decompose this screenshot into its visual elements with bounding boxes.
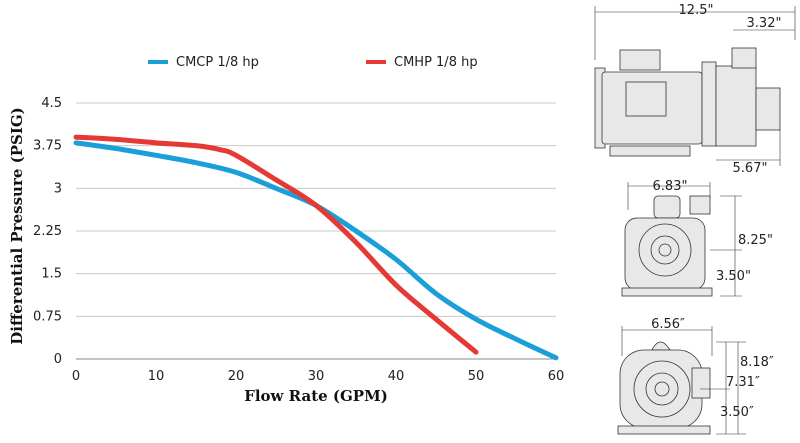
legend-label-cmcp: CMCP 1/8 hp (176, 55, 259, 70)
y-tick-label: 4.5 (41, 96, 62, 111)
x-axis-title: Flow Rate (GPM) (244, 387, 388, 405)
x-tick-label: 60 (548, 369, 565, 384)
series-line-cmcp (73, 140, 559, 361)
x-tick-label: 30 (308, 369, 325, 384)
dim-alt-base: 3.50″ (720, 405, 754, 420)
x-tick-label: 0 (72, 369, 80, 384)
dim-front-height: 8.25" (738, 233, 773, 248)
dim-front-base: 3.50" (716, 269, 751, 284)
y-tick-label: 3.75 (33, 139, 62, 154)
pump-front-view: 6.83" 8.25" 3.50" (621, 179, 773, 297)
x-tick-labels: 0 10 20 30 40 50 60 (72, 369, 564, 384)
y-tick-label: 2.25 (33, 224, 62, 239)
dim-side-port: 3.32" (747, 16, 782, 31)
x-tick-label: 50 (468, 369, 485, 384)
pump-alt-front-view: 6.56″ 8.18″ 7.31″ 3.50″ (617, 317, 774, 435)
y-axis-title: Differential Pressure (PSIG) (8, 107, 26, 345)
dim-side-height: 5.67" (733, 161, 768, 176)
gridlines (76, 102, 556, 360)
y-tick-label: 1.5 (41, 267, 62, 282)
y-tick-labels: 0 0.75 1.5 2.25 3 3.75 4.5 (33, 96, 62, 367)
x-tick-label: 40 (388, 369, 405, 384)
dim-front-width: 6.83" (653, 179, 688, 194)
x-tick-label: 10 (148, 369, 165, 384)
dim-alt-mid: 7.31″ (726, 375, 760, 390)
y-tick-label: 0 (54, 352, 62, 367)
series-lines (73, 134, 559, 361)
pump-side-view: 12.5" 3.32" 5.67" (594, 3, 796, 176)
performance-curve-chart: 0 0.75 1.5 2.25 3 3.75 4.5 0 10 20 30 40 50 60 CMCP … (8, 55, 564, 405)
dim-alt-height: 8.18″ (740, 355, 774, 370)
dim-alt-width: 6.56″ (651, 317, 685, 332)
y-tick-label: 0.75 (33, 309, 62, 324)
pump-dimension-drawings: 12.5" 3.32" 5.67" 6.83" 8.25" 3.50" (594, 3, 796, 435)
dim-side-overall: 12.5" (679, 3, 714, 18)
series-line-cmhp (73, 134, 479, 355)
legend-label-cmhp: CMHP 1/8 hp (394, 55, 478, 70)
x-tick-label: 20 (228, 369, 245, 384)
legend: CMCP 1/8 hp CMHP 1/8 hp (148, 55, 478, 70)
y-tick-label: 3 (54, 181, 62, 196)
